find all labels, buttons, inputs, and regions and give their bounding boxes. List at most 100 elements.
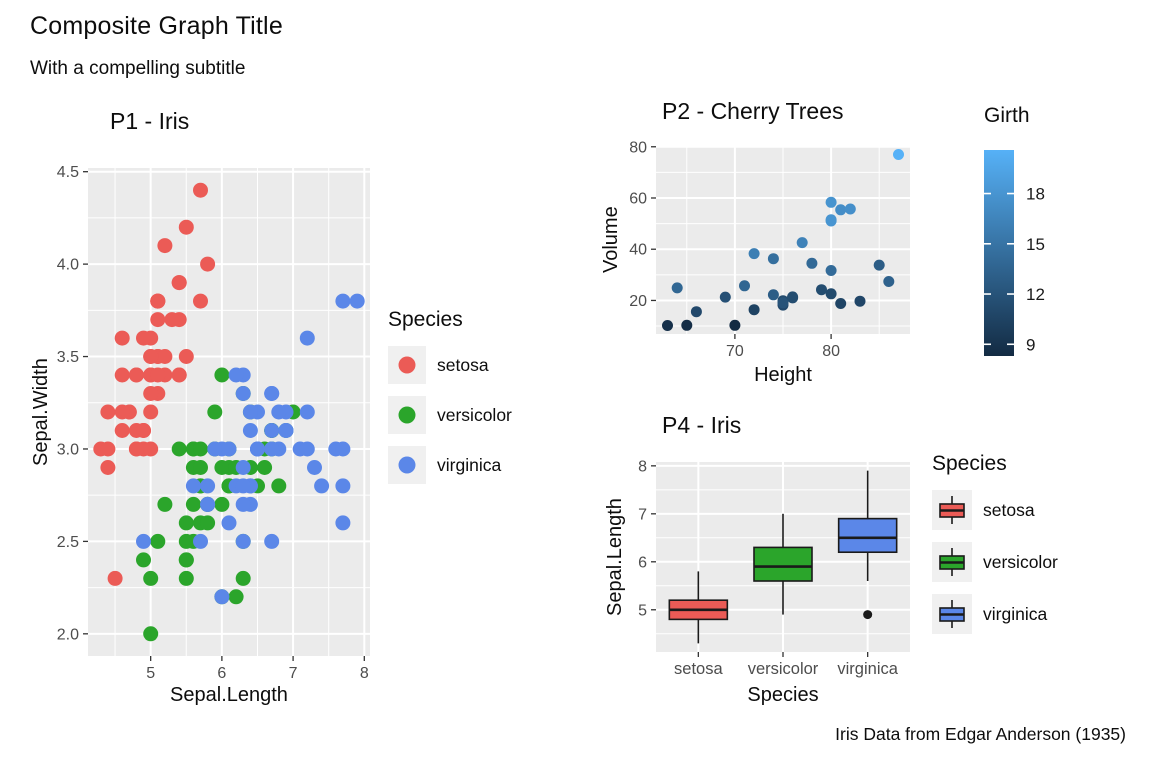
legend-item-setosa: setosa [932, 490, 1112, 530]
plot-p2-canvas: 20 40 60 80 70 80 [629, 139, 910, 360]
data-point-versicolor [185, 496, 201, 512]
data-point-virginica [221, 515, 237, 531]
versicolor-swatch-icon [398, 406, 416, 424]
colorbar-tick-label: 18 [1026, 185, 1045, 204]
data-point-virginica [264, 423, 280, 438]
x-tick-label: 8 [360, 665, 369, 682]
legend-girth-title: Girth [984, 104, 1030, 127]
data-point-versicolor [150, 533, 166, 549]
plot-p4-x-axis-label: Species [747, 684, 819, 706]
data-point-virginica [299, 441, 315, 457]
data-point-virginica [214, 589, 230, 605]
legend-item-virginica: virginica [388, 446, 548, 484]
legend-item-label: versicolor [983, 551, 1058, 572]
data-point-virginica [235, 496, 251, 512]
data-point-tree [719, 291, 731, 303]
data-point-tree [729, 319, 741, 331]
plot-p2: P2 - Cherry Trees Volume 20 40 60 80 70 80 He… [600, 98, 930, 398]
box-versicolor [753, 546, 813, 582]
y-tick-label: 5 [638, 602, 647, 619]
data-point-setosa [200, 256, 216, 272]
x-category-label: virginica [837, 660, 898, 678]
data-point-setosa [157, 349, 173, 364]
y-tick-label: 60 [629, 190, 647, 207]
data-point-tree [883, 276, 895, 287]
point-swatch [398, 406, 416, 424]
data-point-tree [690, 306, 702, 318]
colorbar-tick-label: 15 [1026, 235, 1045, 254]
x-category-label: setosa [674, 660, 723, 678]
data-point-setosa [128, 441, 144, 457]
data-point-virginica [200, 478, 216, 494]
data-point-setosa [193, 293, 208, 309]
data-point-versicolor [178, 515, 194, 531]
legend-item-label: setosa [983, 499, 1035, 520]
data-point-virginica [335, 441, 351, 457]
figure-subtitle: With a compelling subtitle [30, 58, 246, 79]
data-point-virginica [299, 404, 315, 420]
box-virginica [837, 517, 898, 554]
legend-item-label: setosa [437, 354, 489, 375]
data-point-tree [825, 265, 837, 276]
data-point-tree [893, 149, 904, 160]
y-tick-label: 40 [629, 242, 647, 259]
y-tick-label: 6 [638, 554, 647, 571]
data-point-tree [767, 253, 779, 265]
data-point-tree [748, 248, 760, 260]
data-point-versicolor [143, 626, 159, 642]
data-point-setosa [100, 460, 116, 475]
x-tick-label: 5 [146, 665, 155, 682]
legend-species-p4: Species setosa versicolor [932, 452, 1112, 634]
figure-caption: Iris Data from Edgar Anderson (1935) [835, 724, 1126, 744]
data-point-virginica [242, 404, 258, 420]
legend-item-virginica: virginica [932, 594, 1112, 634]
data-point-virginica [235, 386, 251, 401]
data-point-tree [825, 288, 837, 300]
colorbar-tick-label: 9 [1026, 335, 1035, 354]
y-tick-label: 80 [629, 139, 647, 156]
data-point-setosa [178, 349, 194, 364]
data-point-versicolor [157, 496, 173, 512]
y-tick-label: 7 [638, 506, 647, 523]
data-point-tree [681, 319, 693, 331]
data-point-setosa [150, 293, 166, 309]
legend-species-p4-title: Species [932, 452, 1007, 475]
data-point-tree [844, 203, 856, 215]
legend-item-label: versicolor [437, 404, 512, 425]
data-point-tree [748, 304, 760, 316]
legend-key [932, 490, 972, 530]
plot-p1: P1 - Iris Sepal.Width 2.0 2.5 3.0 3.5 4.0 4.5… [28, 108, 384, 710]
colorbar-gradient [984, 150, 1014, 356]
virginica-boxplot-icon [939, 600, 965, 628]
data-point-tree [873, 259, 885, 271]
data-point-versicolor [178, 533, 194, 549]
data-point-virginica [264, 533, 280, 549]
data-point-tree [787, 291, 799, 303]
data-point-versicolor [257, 460, 273, 475]
data-point-setosa [171, 275, 187, 291]
data-point-versicolor [214, 496, 230, 512]
data-point-tree [796, 237, 808, 249]
data-point-versicolor [207, 404, 223, 420]
plot-p1-x-axis-label: Sepal.Length [170, 684, 288, 706]
data-point-setosa [143, 441, 159, 457]
legend-key [388, 446, 426, 484]
data-point-tree [739, 280, 750, 292]
plot-p1-title: P1 - Iris [110, 108, 190, 134]
plot-p2-title: P2 - Cherry Trees [662, 98, 844, 124]
data-point-setosa [143, 386, 159, 401]
data-point-setosa [150, 367, 166, 383]
data-point-virginica [207, 441, 223, 457]
data-point-versicolor [136, 552, 151, 568]
data-point-versicolor [171, 441, 187, 457]
data-point-virginica [271, 404, 287, 420]
data-point-versicolor [178, 570, 194, 586]
data-point-virginica [242, 423, 258, 438]
legend-item-versicolor: versicolor [388, 396, 548, 434]
data-point-setosa [100, 441, 116, 457]
data-point-virginica [136, 533, 151, 549]
data-point-virginica [314, 478, 330, 494]
x-category-label: versicolor [748, 660, 819, 678]
data-point-setosa [100, 404, 116, 420]
data-point-tree [825, 196, 837, 208]
